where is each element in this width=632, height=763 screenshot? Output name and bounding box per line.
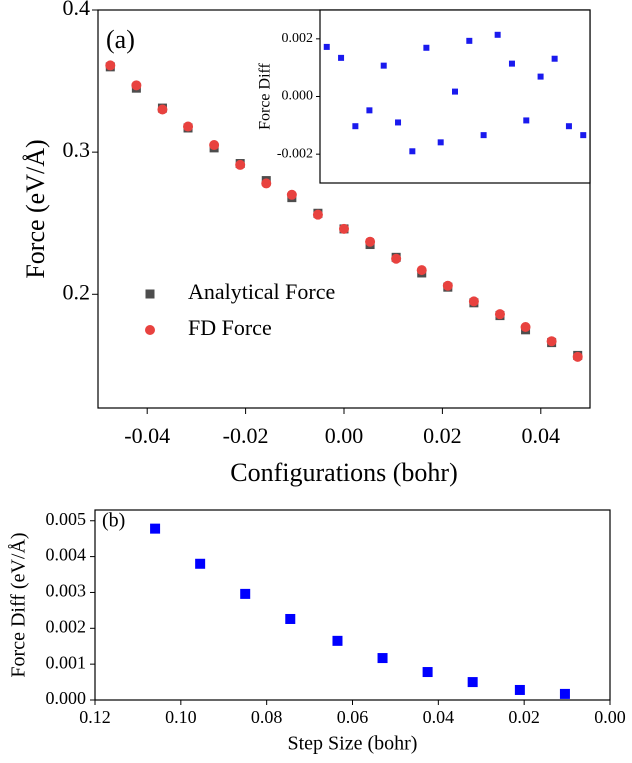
marker [551, 55, 558, 62]
marker [183, 121, 194, 132]
x-tick-label: 0.02 [423, 423, 462, 448]
marker [494, 309, 505, 320]
y-tick-label: 0.004 [46, 545, 87, 565]
marker [323, 43, 330, 50]
x-axis-label: Step Size (bohr) [288, 733, 418, 755]
marker [452, 88, 458, 95]
marker [261, 178, 272, 189]
marker [466, 37, 473, 44]
x-tick-label: 0.06 [337, 707, 369, 727]
marker [157, 104, 168, 115]
y-tick-label: 0.001 [46, 652, 87, 672]
legend-marker [145, 325, 155, 335]
plot-frame [94, 509, 611, 701]
y-axis-label: Force (eV/Å) [21, 139, 50, 278]
marker [332, 635, 343, 646]
marker [286, 189, 297, 200]
x-tick-label: -0.04 [124, 423, 170, 448]
marker [416, 265, 427, 276]
y-tick-label: 0.3 [63, 137, 91, 162]
y-axis-label: Force Diff (eV/Å) [8, 532, 30, 677]
marker [409, 148, 416, 155]
marker [437, 139, 444, 146]
marker [520, 321, 531, 332]
marker [480, 132, 487, 139]
y-tick-label: 0.002 [282, 31, 314, 46]
x-tick-label: 0.00 [325, 423, 364, 448]
y-tick-label: 0.000 [282, 89, 314, 104]
marker [514, 684, 525, 695]
marker [209, 140, 220, 151]
marker [423, 44, 430, 51]
x-tick-label: 0.04 [423, 707, 455, 727]
marker [508, 60, 515, 67]
marker [312, 209, 323, 220]
y-tick-label: 0.4 [63, 0, 91, 20]
marker [240, 588, 251, 599]
y-tick-label: 0.002 [46, 616, 87, 636]
marker [235, 159, 246, 170]
x-tick-label: 0.12 [79, 707, 111, 727]
legend-label: FD Force [188, 315, 272, 340]
marker [380, 62, 387, 69]
plot-frame [319, 9, 591, 184]
marker [395, 119, 402, 126]
marker [365, 236, 376, 247]
y-tick-label: 0.005 [46, 509, 87, 529]
panel-label: (a) [106, 25, 135, 54]
x-axis-label: Configurations (bohr) [230, 458, 457, 487]
y-tick-label: 0.003 [46, 581, 87, 601]
legend-label: Analytical Force [188, 279, 335, 304]
marker [559, 688, 570, 699]
marker [572, 351, 583, 362]
marker [150, 523, 161, 534]
y-tick-label: 0.2 [63, 279, 91, 304]
marker [105, 60, 116, 71]
x-tick-label: 0.02 [508, 707, 540, 727]
marker [537, 73, 544, 80]
marker [285, 613, 296, 624]
marker [338, 54, 345, 61]
marker [523, 117, 530, 124]
y-axis-label: Force Diff [257, 62, 274, 129]
marker [131, 80, 142, 91]
x-tick-label: 0.10 [165, 707, 197, 727]
marker [366, 107, 373, 114]
marker [467, 677, 478, 688]
y-tick-label: -0.002 [277, 146, 313, 161]
x-tick-label: 0.00 [594, 707, 626, 727]
x-tick-label: 0.08 [251, 707, 283, 727]
marker [377, 653, 388, 664]
marker [391, 253, 402, 264]
x-tick-label: 0.04 [522, 423, 561, 448]
marker [494, 31, 501, 38]
marker [442, 280, 453, 291]
marker [546, 336, 557, 347]
marker [422, 667, 433, 678]
marker [195, 558, 206, 569]
panel-label: (b) [102, 510, 125, 532]
x-tick-label: -0.02 [223, 423, 269, 448]
legend-marker [145, 289, 155, 299]
marker [580, 132, 587, 139]
y-tick-label: 0.000 [46, 688, 87, 708]
marker [339, 223, 349, 234]
marker [565, 123, 572, 130]
marker [352, 123, 359, 130]
marker [468, 296, 479, 307]
